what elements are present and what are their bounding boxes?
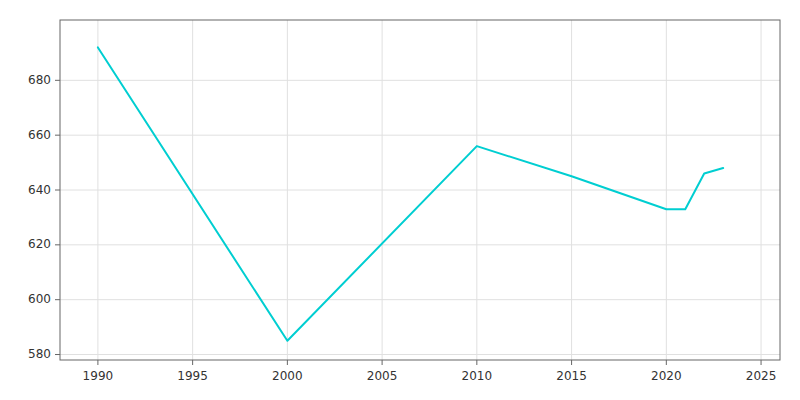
- grid-line-y: [60, 80, 780, 81]
- tick-label-y: 660: [28, 128, 51, 142]
- tick-x: [761, 360, 762, 365]
- tick-x: [287, 360, 288, 365]
- tick-x: [192, 360, 193, 365]
- tick-x: [666, 360, 667, 365]
- chart-container: 1990 1995 2000 2005 2010 2015 2020 2025 580 600 62…: [0, 0, 800, 400]
- line: [98, 47, 723, 340]
- tick-label-x: 1990: [83, 369, 114, 383]
- tick-x: [382, 360, 383, 365]
- tick-y: [55, 135, 60, 136]
- tick-label-x: 2020: [651, 369, 682, 383]
- tick-label-x: 2005: [367, 369, 398, 383]
- tick-x: [476, 360, 477, 365]
- grid-line-y: [60, 299, 780, 300]
- tick-label-y: 640: [28, 183, 51, 197]
- page: {"chart_data": {"type": "line", "x": [19…: [0, 0, 800, 400]
- tick-x: [571, 360, 572, 365]
- tick-y: [55, 80, 60, 81]
- grid-line-y: [60, 190, 780, 191]
- tick-y: [55, 354, 60, 355]
- tick-y: [55, 244, 60, 245]
- data: [98, 47, 723, 340]
- grid: [60, 20, 780, 360]
- tick-label-x: 2025: [746, 369, 777, 383]
- axes: 1990 1995 2000 2005 2010 2015 2020 2025 580 600 62…: [28, 20, 780, 383]
- tick-x: [97, 360, 98, 365]
- tick-label-y: 580: [28, 347, 51, 361]
- tick-label-x: 2000: [272, 369, 303, 383]
- tick-label-x: 2015: [556, 369, 587, 383]
- grid-line-y: [60, 135, 780, 136]
- tick-y: [55, 190, 60, 191]
- tick-label-y: 620: [28, 237, 51, 251]
- grid-line-y: [60, 244, 780, 245]
- tick-label-y: 680: [28, 73, 51, 87]
- tick-label-x: 2010: [462, 369, 493, 383]
- grid-line-y: [60, 354, 780, 355]
- plot-frame: [60, 20, 780, 360]
- chart: 1990 1995 2000 2005 2010 2015 2020 2025 580 600 62…: [0, 0, 800, 400]
- tick-label-y: 600: [28, 292, 51, 306]
- tick-label-x: 1995: [177, 369, 208, 383]
- tick-y: [55, 299, 60, 300]
